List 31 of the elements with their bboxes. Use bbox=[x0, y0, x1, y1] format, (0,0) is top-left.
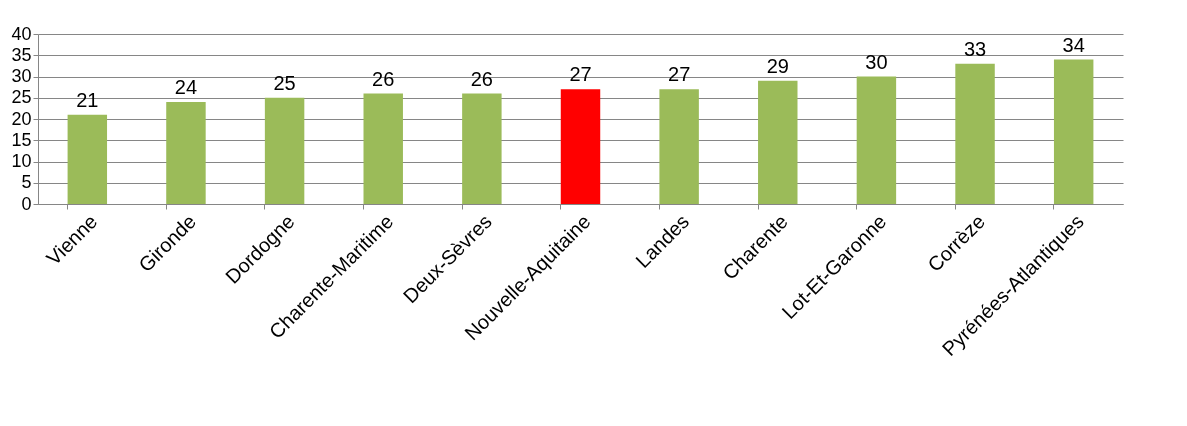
bar bbox=[659, 89, 699, 204]
y-tick-label: 10 bbox=[11, 151, 32, 171]
data-label: 29 bbox=[766, 54, 789, 77]
y-tick-label: 35 bbox=[11, 44, 32, 65]
data-label: 27 bbox=[569, 63, 592, 86]
data-label: 21 bbox=[76, 88, 99, 111]
bar bbox=[955, 63, 995, 204]
bar bbox=[560, 89, 601, 204]
bar bbox=[363, 93, 403, 204]
y-tick-label: 25 bbox=[11, 87, 32, 108]
data-label: 33 bbox=[963, 37, 987, 60]
y-tick-label: 5 bbox=[21, 172, 32, 193]
bar bbox=[166, 102, 206, 204]
bar bbox=[67, 114, 108, 204]
y-tick-label: 40 bbox=[11, 23, 32, 44]
y-tick-label: 15 bbox=[11, 129, 32, 150]
bar bbox=[1053, 59, 1094, 204]
y-tick-label: 0 bbox=[21, 193, 32, 214]
data-label: 26 bbox=[372, 67, 395, 90]
bar bbox=[462, 93, 502, 204]
bar bbox=[856, 76, 897, 204]
bar bbox=[264, 97, 305, 204]
data-label: 34 bbox=[1062, 33, 1085, 56]
data-label: 30 bbox=[865, 50, 888, 73]
data-label: 26 bbox=[470, 67, 493, 90]
data-label: 25 bbox=[273, 71, 296, 94]
bar bbox=[758, 80, 798, 204]
y-tick-label: 20 bbox=[11, 108, 32, 129]
y-tick-label: 30 bbox=[11, 66, 32, 86]
data-label: 24 bbox=[174, 76, 198, 98]
data-label: 27 bbox=[668, 63, 691, 86]
